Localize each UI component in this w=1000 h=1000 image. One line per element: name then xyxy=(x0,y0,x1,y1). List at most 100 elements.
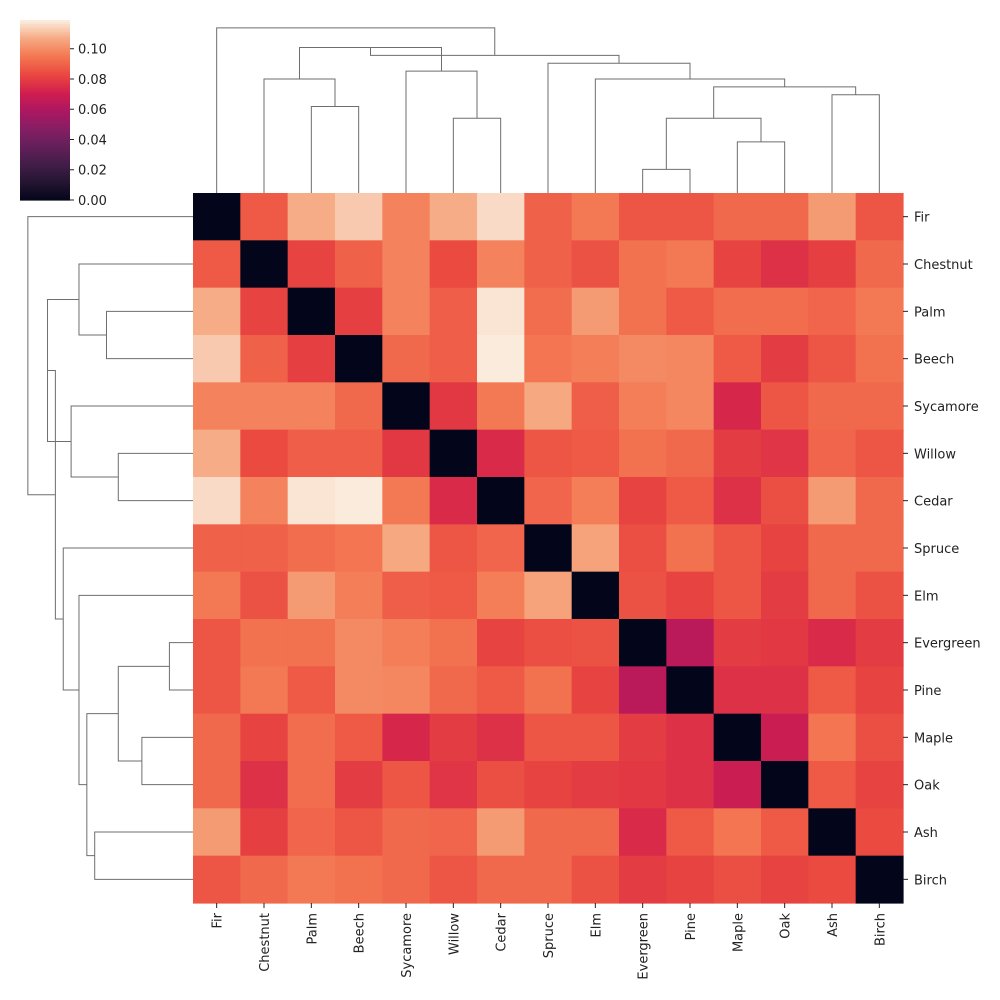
cell-Beech-Pine xyxy=(666,335,715,383)
cell-Palm-Willow xyxy=(429,287,478,336)
cell-Sycamore-Spruce xyxy=(524,382,573,431)
colorbar-segment xyxy=(20,186,70,189)
cell-Spruce-Willow xyxy=(429,524,478,573)
cell-Beech-Cedar xyxy=(477,335,525,383)
cell-Palm-Chestnut xyxy=(240,287,289,336)
cell-Pine-Palm xyxy=(287,666,336,715)
cell-Maple-Fir xyxy=(193,713,241,762)
column-dendrogram-link xyxy=(405,70,478,193)
cell-Beech-Birch xyxy=(855,335,904,383)
y-tick-label: Cedar xyxy=(914,495,953,510)
cell-Spruce-Cedar xyxy=(477,524,525,573)
cell-Willow-Pine xyxy=(666,429,715,478)
cell-Cedar-Willow xyxy=(429,477,478,525)
y-tick-label: Maple xyxy=(914,731,953,746)
cell-Spruce-Ash xyxy=(808,524,857,573)
row-dendrogram-link xyxy=(78,594,193,786)
cell-Oak-Elm xyxy=(571,761,620,809)
cell-Palm-Ash xyxy=(808,287,857,336)
y-tick-label: Pine xyxy=(914,684,941,699)
cell-Birch-Palm xyxy=(287,855,336,904)
cell-Elm-Willow xyxy=(429,571,478,620)
cell-Willow-Palm xyxy=(287,429,336,478)
colorbar-tick-label: 0.08 xyxy=(78,73,107,88)
x-tick-label: Birch xyxy=(873,913,888,946)
cell-Spruce-Beech xyxy=(335,524,383,573)
cell-Pine-Ash xyxy=(808,666,857,715)
cell-Beech-Spruce xyxy=(524,335,573,383)
colorbar-segment xyxy=(20,188,70,191)
row-labels: Fir Chestnut Palm Beech Sycamore Willow Cedar S… xyxy=(903,211,981,888)
row-dendrogram-link xyxy=(47,370,64,620)
cell-Chestnut-Ash xyxy=(808,240,857,289)
cell-Evergreen-Birch xyxy=(855,619,904,667)
cell-Chestnut-Willow xyxy=(429,240,478,289)
colorbar-segment xyxy=(20,82,70,85)
cell-Elm-Palm xyxy=(287,571,336,620)
colorbar-segment xyxy=(20,114,70,117)
cell-Chestnut-Evergreen xyxy=(619,240,667,289)
y-tick-label: Birch xyxy=(914,873,947,888)
cell-Oak-Ash xyxy=(808,761,857,809)
cell-Pine-Sycamore xyxy=(382,666,431,715)
x-tick-label: Fir xyxy=(211,912,226,928)
cell-Elm-Oak xyxy=(761,571,809,620)
column-dendrogram-link xyxy=(642,168,691,193)
cell-Ash-Palm xyxy=(287,808,336,857)
cell-Chestnut-Cedar xyxy=(477,240,525,289)
cell-Beech-Sycamore xyxy=(382,335,431,383)
cell-Spruce-Palm xyxy=(287,524,336,573)
cell-Willow-Chestnut xyxy=(240,429,289,478)
cell-Ash-Willow xyxy=(429,808,478,857)
x-tick-label: Evergreen xyxy=(637,913,652,980)
colorbar-segment xyxy=(20,72,70,75)
cell-Willow-Cedar xyxy=(477,429,525,478)
cell-Willow-Oak xyxy=(761,429,809,478)
cell-Birch-Maple xyxy=(713,855,762,904)
colorbar-segment xyxy=(20,58,70,61)
colorbar-segment xyxy=(20,26,70,29)
cell-Cedar-Cedar xyxy=(477,477,525,525)
cell-Pine-Elm xyxy=(571,666,620,715)
cell-Birch-Cedar xyxy=(477,855,525,904)
cell-Cedar-Chestnut xyxy=(240,477,289,525)
colorbar-segment xyxy=(20,190,70,193)
cell-Oak-Sycamore xyxy=(382,761,431,809)
colorbar-segment xyxy=(20,36,70,39)
cell-Oak-Birch xyxy=(855,761,904,809)
cell-Birch-Elm xyxy=(571,855,620,904)
colorbar-segment xyxy=(20,164,70,167)
column-dendrogram-link xyxy=(831,94,880,193)
cell-Chestnut-Oak xyxy=(761,240,809,289)
colorbar-segment xyxy=(20,158,70,161)
colorbar-segment xyxy=(20,140,70,143)
x-tick-label: Sycamore xyxy=(400,913,415,978)
cell-Palm-Pine xyxy=(666,287,715,336)
cell-Oak-Chestnut xyxy=(240,761,289,809)
colorbar-tick-label: 0.10 xyxy=(78,43,107,58)
cell-Beech-Maple xyxy=(713,335,762,383)
cell-Palm-Evergreen xyxy=(619,287,667,336)
cell-Beech-Beech xyxy=(335,335,383,383)
colorbar-segment xyxy=(20,90,70,93)
column-dendrogram-link xyxy=(452,117,502,193)
column-dendrogram-link xyxy=(370,47,620,64)
cell-Palm-Spruce xyxy=(524,287,573,336)
cell-Beech-Ash xyxy=(808,335,857,383)
cell-Ash-Fir xyxy=(193,808,241,857)
column-dendrogram-link xyxy=(736,141,786,193)
cell-Cedar-Elm xyxy=(571,477,620,525)
y-tick-label: Palm xyxy=(914,305,946,320)
cell-Maple-Willow xyxy=(429,713,478,762)
colorbar-segment xyxy=(20,178,70,181)
colorbar-segment xyxy=(20,76,70,79)
row-dendrogram-link xyxy=(70,405,193,478)
cell-Fir-Cedar xyxy=(477,193,525,241)
cell-Fir-Chestnut xyxy=(240,193,289,241)
cell-Fir-Palm xyxy=(287,193,336,241)
colorbar-segment xyxy=(20,34,70,37)
row-dendrogram-link xyxy=(117,665,170,762)
colorbar-segment xyxy=(20,126,70,129)
cell-Oak-Oak xyxy=(761,761,809,809)
cell-Birch-Birch xyxy=(855,855,904,904)
